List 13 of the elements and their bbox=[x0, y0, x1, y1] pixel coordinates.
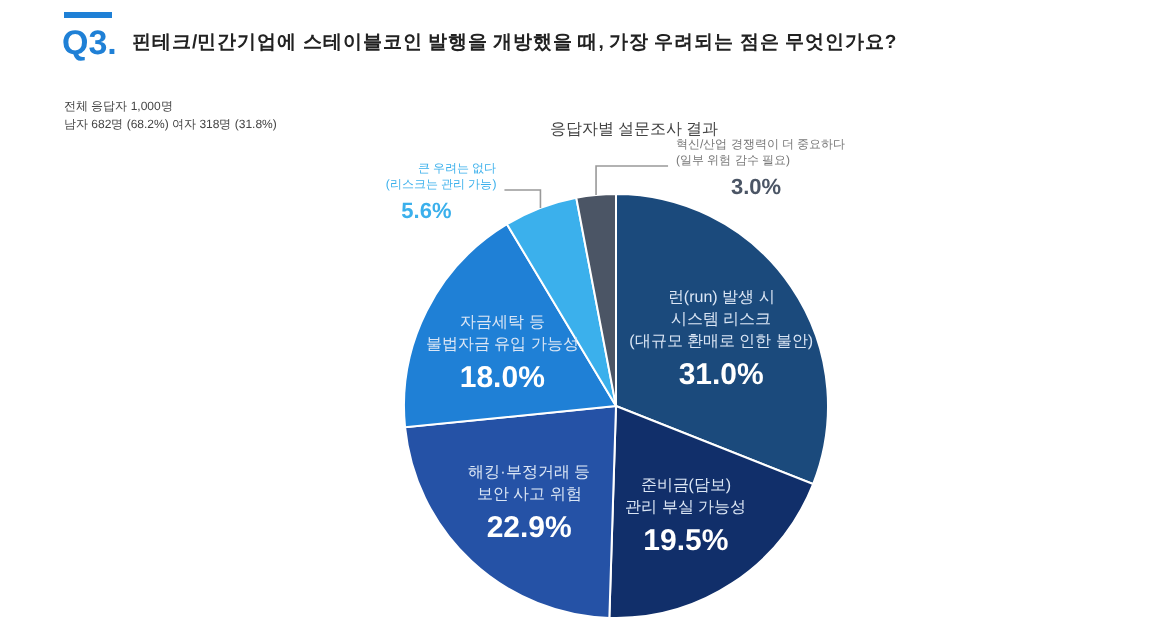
data-label: 22.9% bbox=[486, 511, 572, 545]
chart-title: 핀테크/민간기업에 스테이블코인 발행을 개방했을 때, 가장 우려되는 점은 무엇인가요? bbox=[132, 32, 897, 54]
text: Q3. bbox=[62, 24, 117, 62]
data-label: 18.0% bbox=[459, 360, 545, 395]
slice-label: 자금세탁 등 불법자금 유입 가능성 bbox=[425, 312, 579, 353]
slice-label: 준비금(담보) 관리 부실 가능성 bbox=[625, 476, 747, 517]
slice-label: 해킹·부정거래 등 보안 사고 위험 bbox=[468, 463, 591, 503]
data-label: 3.0% bbox=[730, 176, 782, 200]
data-label: 31.0% bbox=[678, 357, 764, 392]
slice-label: 런(run) 발생 시 시스템 리스크 (대규모 환매로 인한 불안) bbox=[629, 287, 814, 350]
chart-subtitle: 응답자별 설문조사 결과 bbox=[549, 120, 719, 138]
data-label: 5.6% bbox=[401, 200, 452, 224]
data-label: 19.5% bbox=[643, 524, 729, 559]
